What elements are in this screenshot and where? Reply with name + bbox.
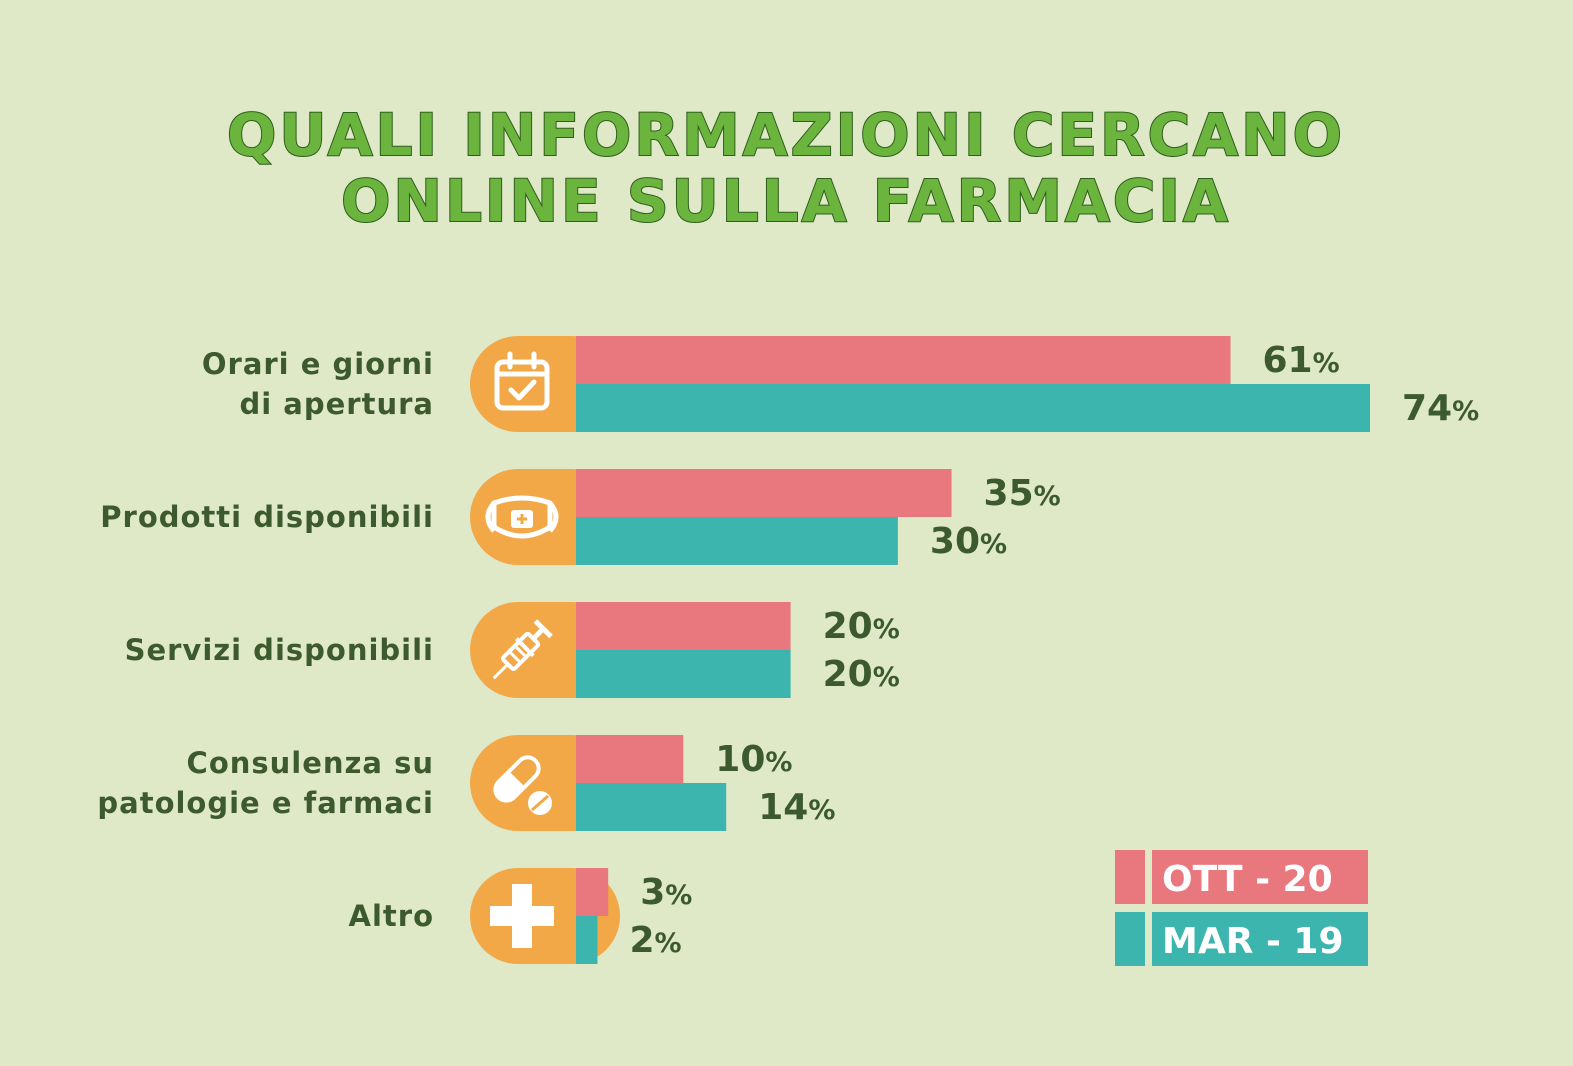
bar bbox=[576, 469, 952, 517]
category-label: di apertura bbox=[240, 387, 434, 421]
chart-row: 35% 30% Prodotti disponibili bbox=[100, 469, 1061, 565]
bar bbox=[576, 517, 898, 565]
bar bbox=[576, 916, 598, 964]
chart-title: QUALI INFORMAZIONI CERCANO ONLINE SULLA … bbox=[226, 100, 1345, 236]
bar bbox=[576, 783, 727, 831]
bar bbox=[576, 336, 1231, 384]
pills-icon bbox=[493, 755, 552, 815]
bar bbox=[576, 384, 1370, 432]
legend-label: OTT - 20 bbox=[1162, 859, 1333, 900]
legend-item: OTT - 20 bbox=[1115, 850, 1368, 904]
legend: OTT - 20 MAR - 19 bbox=[1115, 850, 1368, 966]
data-label: 74% bbox=[1402, 388, 1479, 429]
data-label: 14% bbox=[758, 787, 835, 828]
legend-swatch bbox=[1115, 912, 1145, 966]
legend-item: MAR - 19 bbox=[1115, 912, 1368, 966]
legend-label-box bbox=[1152, 850, 1368, 904]
data-label: 20% bbox=[823, 654, 900, 695]
category-label: Consulenza su bbox=[187, 746, 434, 780]
legend-label: MAR - 19 bbox=[1162, 921, 1344, 962]
data-label: 10% bbox=[715, 739, 792, 780]
title-line-1: QUALI INFORMAZIONI CERCANO bbox=[227, 101, 1345, 169]
data-label: 30% bbox=[930, 521, 1007, 562]
data-label: 35% bbox=[984, 473, 1061, 514]
category-label: Servizi disponibili bbox=[125, 633, 434, 667]
plus-icon bbox=[490, 884, 554, 948]
bar bbox=[576, 602, 791, 650]
legend-swatch bbox=[1115, 850, 1145, 904]
calendar-check-icon bbox=[494, 351, 550, 411]
bar bbox=[576, 868, 609, 916]
category-label: Orari e giorni bbox=[202, 347, 434, 381]
chart-row: 20% 20% Servizi disponibili bbox=[125, 602, 900, 698]
chart-rows: 61% 74% Orari e giorni di apertura 35% 30% Pro… bbox=[97, 336, 1479, 964]
category-label: Prodotti disponibili bbox=[100, 500, 434, 534]
data-label: 61% bbox=[1263, 340, 1340, 381]
chart-row: 3% 2% Altro bbox=[349, 868, 692, 964]
bar bbox=[576, 735, 684, 783]
data-label: 3% bbox=[640, 872, 692, 913]
title-line-2: ONLINE SULLA FARMACIA bbox=[341, 167, 1231, 235]
syringe-icon bbox=[492, 619, 553, 680]
chart-row: 61% 74% Orari e giorni di apertura bbox=[202, 336, 1479, 432]
legend-label-box bbox=[1152, 912, 1368, 966]
medical-mask-icon bbox=[485, 495, 559, 539]
data-label: 2% bbox=[629, 920, 681, 961]
bar bbox=[576, 650, 791, 698]
data-label: 20% bbox=[823, 606, 900, 647]
category-label: Altro bbox=[349, 899, 434, 933]
category-label: patologie e farmaci bbox=[97, 786, 434, 820]
chart-row: 10% 14% Consulenza su patologie e farmaci bbox=[97, 735, 835, 831]
